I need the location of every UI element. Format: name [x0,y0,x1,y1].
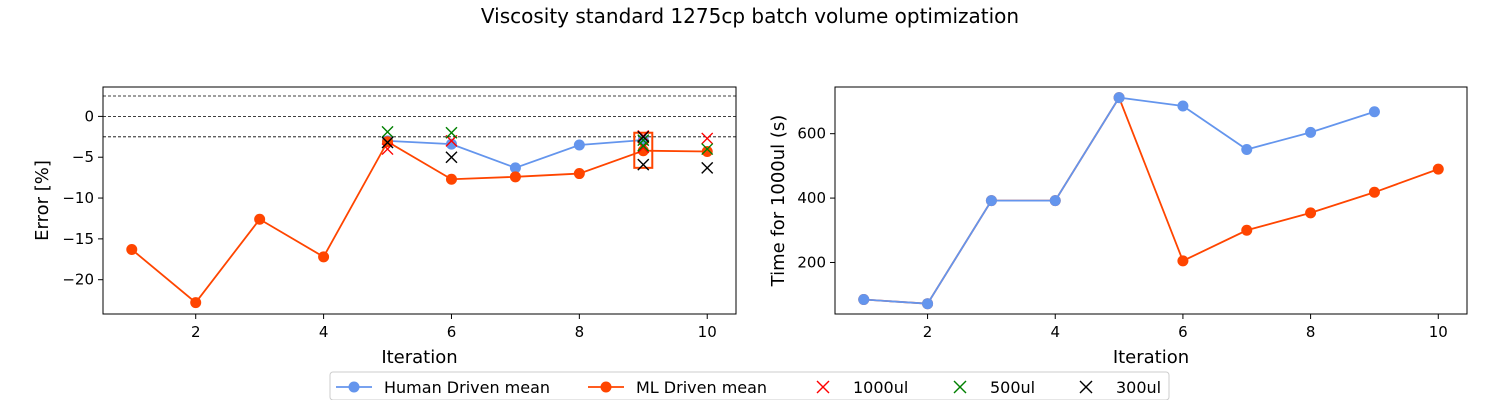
chart1-x-tick-label: 2 [191,323,201,341]
legend-label: 500ul [990,378,1035,397]
chart1-y-axis-label: Error [%] [32,160,53,241]
chart2-data-point [1241,224,1253,236]
chart2-data-point [1305,207,1317,219]
chart1-data-point [445,138,457,150]
chart2-data-point [1305,126,1317,138]
chart2-data-point [858,294,870,306]
figure-title: Viscosity standard 1275cp batch volume o… [480,4,1020,28]
chart2-x-tick-label: 2 [923,323,933,341]
chart2-data-point [1432,163,1444,175]
chart1-x-marker [637,158,650,171]
chart2-y-tick-label: 200 [797,253,826,271]
chart2-series-line [863,96,1375,305]
legend-marker [816,380,830,394]
chart2-y-tick-label: 600 [797,125,826,143]
chart1-y-tick-label: −5 [72,148,94,166]
chart1-data-point [701,146,713,158]
chart2-y-tick-label: 400 [797,189,826,207]
chart2-data-point [1177,255,1189,267]
chart1-data-point [318,251,330,263]
chart1-data-point [254,213,266,225]
chart1-data-point [445,173,457,185]
chart1-x-tick-label: 6 [447,323,457,341]
chart1-x-marker [445,151,458,164]
chart1-x-marker [637,134,650,147]
chart1-data-point [126,243,138,255]
legend-marker [953,380,967,394]
chart2-x-tick-label: 6 [1178,323,1188,341]
chart1-y-tick-label: −10 [62,189,94,207]
chart2-x-tick-label: 8 [1306,323,1316,341]
chart2-data-point [985,195,997,207]
chart1-y-tick-label: −15 [62,230,94,248]
chart2-data-point [1177,100,1189,112]
chart2-data-point [1368,106,1380,118]
chart1-x-marker [445,126,458,139]
chart1-range-box [633,131,654,169]
chart1-y-tick-label: 0 [84,107,94,125]
chart1-x-marker [701,161,714,174]
chart1-x-marker [637,130,650,143]
chart2-y-axis-label: Time for 1000ul (s) [768,115,789,288]
chart2-x-tick-label: 10 [1429,323,1448,341]
legend-label: 1000ul [853,378,908,397]
chart1-data-point [190,297,202,309]
chart2-x-tick-label: 4 [1050,323,1060,341]
chart1-x-axis-label: Iteration [381,347,457,368]
chart2-data-point [1049,195,1061,207]
chart1-x-marker [381,136,394,149]
chart1-series-line [131,140,708,304]
legend-label: 300ul [1116,378,1161,397]
chart2-axes-frame [834,86,1468,315]
legend-label: Human Driven mean [384,378,550,397]
chart2-series-line [863,95,1439,305]
chart1-x-marker [637,139,650,152]
legend-marker [600,381,612,393]
chart1-x-tick-label: 4 [319,323,329,341]
chart1-x-tick-label: 8 [575,323,585,341]
chart1-data-point [509,162,521,174]
chart1-data-point [573,139,585,151]
legend-label: ML Driven mean [636,378,767,397]
chart1-x-marker [701,132,714,145]
chart2-data-point [1113,92,1125,104]
chart1-x-marker [701,143,714,156]
legend-box [329,371,1170,400]
chart2-data-point [1241,143,1253,155]
chart1-data-point [509,171,521,183]
chart2-data-point [922,298,934,310]
legend-marker [1079,380,1093,394]
chart1-x-tick-label: 10 [698,323,717,341]
chart1-x-marker [381,125,394,138]
chart1-y-tick-label: −20 [62,271,94,289]
chart1-axes-frame [102,86,737,315]
chart2-data-point [1368,186,1380,198]
chart1-data-point [573,168,585,180]
chart2-x-axis-label: Iteration [1113,347,1189,368]
legend-marker [348,381,360,393]
